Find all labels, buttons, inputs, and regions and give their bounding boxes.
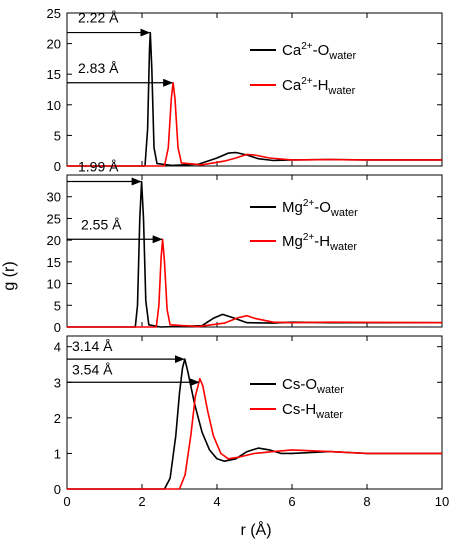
y-tick-label: 5	[54, 298, 61, 313]
y-tick-label: 0	[54, 482, 61, 497]
series-line	[67, 238, 443, 328]
x-tick-label: 10	[435, 494, 449, 509]
y-tick-label: 4	[54, 340, 61, 355]
legend-entry: Cs-Hwater	[282, 401, 343, 421]
x-tick-label: 4	[213, 494, 220, 509]
legend-entry: Mg2+-Owater	[282, 198, 358, 219]
series-line	[67, 358, 442, 490]
legend-entry: Cs-Owater	[282, 376, 344, 396]
series-line	[67, 180, 442, 328]
x-tick-label: 2	[138, 494, 145, 509]
x-tick-label: 0	[63, 494, 70, 509]
series-line	[67, 377, 442, 490]
peak-label: 2.55 Å	[81, 216, 122, 232]
y-tick-label: 0	[54, 320, 61, 335]
x-tick-label: 8	[363, 494, 370, 509]
panel-2: 0 5 10 15 20 25 30 1.99 Å 2.55 Å Mg2+-Owater Mg2+-…	[47, 159, 443, 335]
peak-label: 3.14 Å	[72, 338, 113, 354]
y-tick-label: 1	[54, 446, 61, 461]
y-tick-label: 15	[47, 67, 61, 82]
y-tick-label: 15	[47, 255, 61, 270]
peak-label: 2.22 Å	[78, 10, 119, 26]
y-tick-label: 2	[54, 411, 61, 426]
y-tick-label: 10	[47, 277, 61, 292]
series-line	[67, 31, 442, 167]
y-tick-label: 30	[47, 190, 61, 205]
y-tick-label: 20	[47, 233, 61, 248]
legend-entry: Mg2+-Hwater	[282, 232, 357, 253]
panel-frame	[66, 174, 443, 328]
y-tick-label: 5	[54, 128, 61, 143]
y-tick-label: 25	[47, 6, 61, 21]
panel-1: 0 5 10 15 20 25 2.22 Å 2.83 Å Ca2+-Owater Ca2+-Hw…	[47, 6, 443, 174]
panel-frame	[66, 12, 443, 167]
y-tick-label: 25	[47, 211, 61, 226]
x-axis-label: r (Å)	[240, 520, 271, 539]
legend-entry: Ca2+-Owater	[282, 41, 357, 62]
y-tick-label: 0	[54, 159, 61, 174]
y-tick-label: 10	[47, 98, 61, 113]
legend-entry: Ca2+-Hwater	[282, 76, 356, 97]
y-axis-label: g (r)	[1, 261, 18, 290]
panel-3: 0 1 2 3 4 0 2 4 6 8 10 3.14 Å 3.54 Å Cs-Owater Cs-Hwat…	[54, 335, 449, 509]
peak-label: 3.54 Å	[72, 361, 113, 377]
peak-label: 1.99 Å	[78, 159, 119, 175]
y-tick-label: 3	[54, 375, 61, 390]
panel-frame	[66, 335, 443, 490]
x-tick-label: 6	[288, 494, 295, 509]
peak-label: 2.83 Å	[78, 60, 119, 76]
y-tick-label: 20	[47, 37, 61, 52]
series-line	[67, 82, 442, 167]
